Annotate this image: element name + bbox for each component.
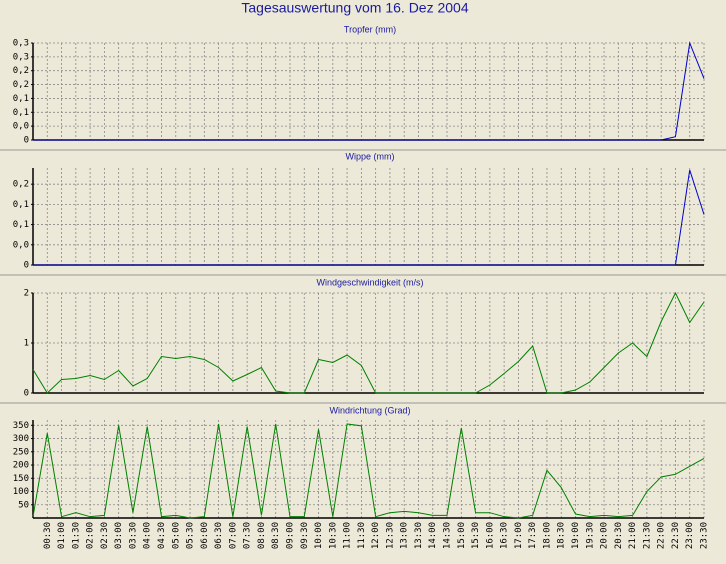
x-tick-label: 04:30: [157, 522, 167, 549]
y-tick-label: 0,3: [13, 39, 29, 49]
x-tick-label: 14:30: [443, 522, 453, 549]
y-tick-label: 350: [13, 421, 29, 431]
y-tick-label: 250: [13, 447, 29, 457]
x-tick-label: 10:30: [328, 522, 338, 549]
x-tick-label: 22:30: [671, 522, 681, 549]
x-tick-label: 03:00: [114, 522, 124, 549]
chart-title: Wippe (mm): [346, 151, 395, 161]
page-title: Tagesauswertung vom 16. Dez 2004: [241, 0, 468, 16]
y-tick-label: 0,0: [13, 122, 29, 132]
data-line: [32, 423, 705, 519]
x-tick-label: 20:00: [600, 522, 610, 549]
x-tick-label: 06:30: [214, 522, 224, 549]
x-tick-label: 11:00: [343, 522, 353, 549]
chart-title: Tropfer (mm): [344, 24, 396, 34]
y-tick-label: 0,3: [13, 52, 29, 62]
x-tick-label: 04:00: [143, 522, 153, 549]
y-tick-label: 0,2: [13, 66, 29, 76]
x-tick-label: 12:00: [371, 522, 381, 549]
x-tick-label: 10:00: [314, 522, 324, 549]
x-tick-label: 08:30: [271, 522, 281, 549]
x-tick-label: 05:30: [186, 522, 196, 549]
y-tick-label: 150: [13, 474, 29, 484]
x-tick-label: 05:00: [171, 522, 181, 549]
x-tick-label: 17:00: [514, 522, 524, 549]
x-tick-label: 02:00: [86, 522, 96, 549]
x-tick-label: 17:30: [528, 522, 538, 549]
x-tick-label: 01:00: [57, 522, 67, 549]
y-tick-label: 0,1: [13, 200, 29, 210]
x-tick-label: 18:00: [542, 522, 552, 549]
x-tick-label: 06:00: [200, 522, 210, 549]
x-tick-label: 19:30: [585, 522, 595, 549]
data-line: [33, 169, 705, 266]
y-tick-label: 0,2: [13, 80, 29, 90]
x-tick-label: 09:00: [285, 522, 295, 549]
x-tick-label: 15:30: [471, 522, 481, 549]
x-tick-label: 09:30: [300, 522, 310, 549]
x-tick-label: 13:30: [414, 522, 424, 549]
x-tick-label: 22:00: [657, 522, 667, 549]
x-tick-label: 13:00: [400, 522, 410, 549]
data-line: [33, 41, 705, 141]
x-tick-label: 14:00: [428, 522, 438, 549]
x-tick-label: 02:30: [100, 522, 110, 549]
x-tick-label: 23:30: [700, 522, 710, 549]
y-tick-label: 2: [24, 289, 29, 299]
y-tick-label: 50: [18, 500, 29, 510]
chart-title: Windgeschwindigkeit (m/s): [316, 277, 423, 287]
x-tick-label: 12:30: [385, 522, 395, 549]
x-tick-label: 21:00: [628, 522, 638, 549]
x-tick-label: 23:00: [685, 522, 695, 549]
x-tick-label: 01:30: [71, 522, 81, 549]
x-tick-label: 16:00: [485, 522, 495, 549]
data-line: [32, 291, 705, 394]
x-tick-label: 07:00: [228, 522, 238, 549]
y-tick-label: 0,1: [13, 220, 29, 230]
y-tick-label: 0,1: [13, 94, 29, 104]
chart-title: Windrichtung (Grad): [329, 405, 410, 415]
y-tick-label: 0,2: [13, 180, 29, 190]
x-tick-label: 21:30: [642, 522, 652, 549]
y-tick-label: 0,1: [13, 108, 29, 118]
x-tick-label: 19:00: [571, 522, 581, 549]
y-tick-label: 1: [24, 339, 29, 349]
x-tick-label: 15:00: [457, 522, 467, 549]
x-tick-label: 03:30: [128, 522, 138, 549]
x-tick-label: 20:30: [614, 522, 624, 549]
x-tick-label: 00:30: [43, 522, 53, 549]
y-tick-label: 0,0: [13, 240, 29, 250]
x-tick-label: 07:30: [243, 522, 253, 549]
y-tick-label: 200: [13, 461, 29, 471]
y-tick-label: 0: [24, 136, 29, 146]
x-tick-label: 11:30: [357, 522, 367, 549]
y-tick-label: 0: [24, 389, 29, 399]
y-tick-label: 300: [13, 434, 29, 444]
x-tick-label: 18:30: [557, 522, 567, 549]
x-tick-label: 16:30: [500, 522, 510, 549]
x-tick-label: 08:00: [257, 522, 267, 549]
y-tick-label: 100: [13, 487, 29, 497]
y-tick-label: 0: [24, 261, 29, 271]
